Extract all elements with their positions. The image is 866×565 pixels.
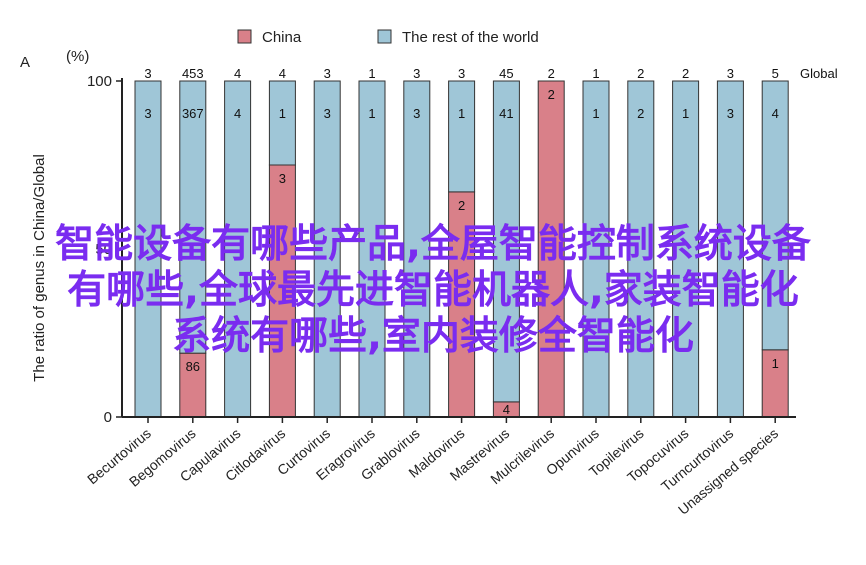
legend-label: China	[262, 29, 302, 46]
bar-rest-of-world	[313, 80, 341, 418]
legend-swatch	[377, 29, 392, 44]
global-count-label: 2	[637, 66, 644, 81]
bar-rest-of-world	[492, 80, 520, 403]
data-label-china: 2	[548, 87, 555, 102]
global-count-label: 4	[279, 66, 286, 81]
global-header: Global	[800, 66, 838, 81]
global-count-label: 3	[324, 66, 331, 81]
data-label-rest: 2	[637, 106, 644, 121]
data-label-rest: 3	[144, 106, 151, 121]
bar-rest-of-world	[672, 80, 700, 418]
bar-rest-of-world	[761, 80, 789, 351]
y-unit-label: (%)	[66, 48, 89, 65]
bar-rest-of-world	[716, 80, 744, 418]
y-tick-label: 50	[95, 241, 112, 258]
data-label-china: 2	[458, 198, 465, 213]
bar-rest-of-world	[627, 80, 655, 418]
bar-rest-of-world	[224, 80, 252, 418]
global-count-label: 2	[682, 66, 689, 81]
y-tick-label: 0	[104, 409, 112, 426]
global-count-label: 2	[548, 66, 555, 81]
panel-letter: A	[20, 54, 30, 71]
data-label-rest: 41	[499, 106, 513, 121]
global-count-label: 4	[234, 66, 241, 81]
legend-swatch	[237, 29, 252, 44]
data-label-rest: 1	[279, 106, 286, 121]
bar-rest-of-world	[179, 80, 207, 354]
y-tick-label: 100	[87, 73, 112, 90]
bar-rest-of-world	[448, 80, 476, 193]
legend: China The rest of the world	[237, 29, 539, 46]
data-label-china: 4	[503, 402, 510, 417]
bar-rest-of-world	[403, 80, 431, 418]
data-label-rest: 3	[413, 106, 420, 121]
data-label-rest: 1	[682, 106, 689, 121]
data-label-china: 3	[279, 171, 286, 186]
global-count-label: 5	[772, 66, 779, 81]
global-count-label: 453	[182, 66, 204, 81]
bar-china	[537, 80, 565, 418]
data-label-rest: 3	[324, 106, 331, 121]
global-count-label: 1	[368, 66, 375, 81]
data-label-rest: 1	[592, 106, 599, 121]
y-axis-title: The ratio of genus in China/Global	[31, 154, 48, 382]
data-label-rest: 1	[458, 106, 465, 121]
bar-china	[448, 191, 476, 418]
global-count-label: 3	[458, 66, 465, 81]
global-count-label: 45	[499, 66, 513, 81]
bars: 3336786453441343311331234144522112212334…	[134, 66, 789, 418]
global-count-label: 1	[592, 66, 599, 81]
bar-rest-of-world	[358, 80, 386, 418]
data-label-rest: 367	[182, 106, 204, 121]
data-label-rest: 1	[368, 106, 375, 121]
data-label-rest: 3	[727, 106, 734, 121]
bar-rest-of-world	[134, 80, 162, 418]
bar-rest-of-world	[582, 80, 610, 418]
data-label-china: 86	[186, 359, 200, 374]
bar-rest-of-world	[268, 80, 296, 166]
global-count-label: 3	[144, 66, 151, 81]
bar-china	[268, 164, 296, 418]
data-label-rest: 4	[772, 106, 779, 121]
data-label-rest: 4	[234, 106, 241, 121]
bar-china	[179, 352, 207, 418]
global-count-label: 3	[413, 66, 420, 81]
data-label-china: 1	[772, 356, 779, 371]
global-count-label: 3	[727, 66, 734, 81]
legend-label: The rest of the world	[402, 29, 539, 46]
